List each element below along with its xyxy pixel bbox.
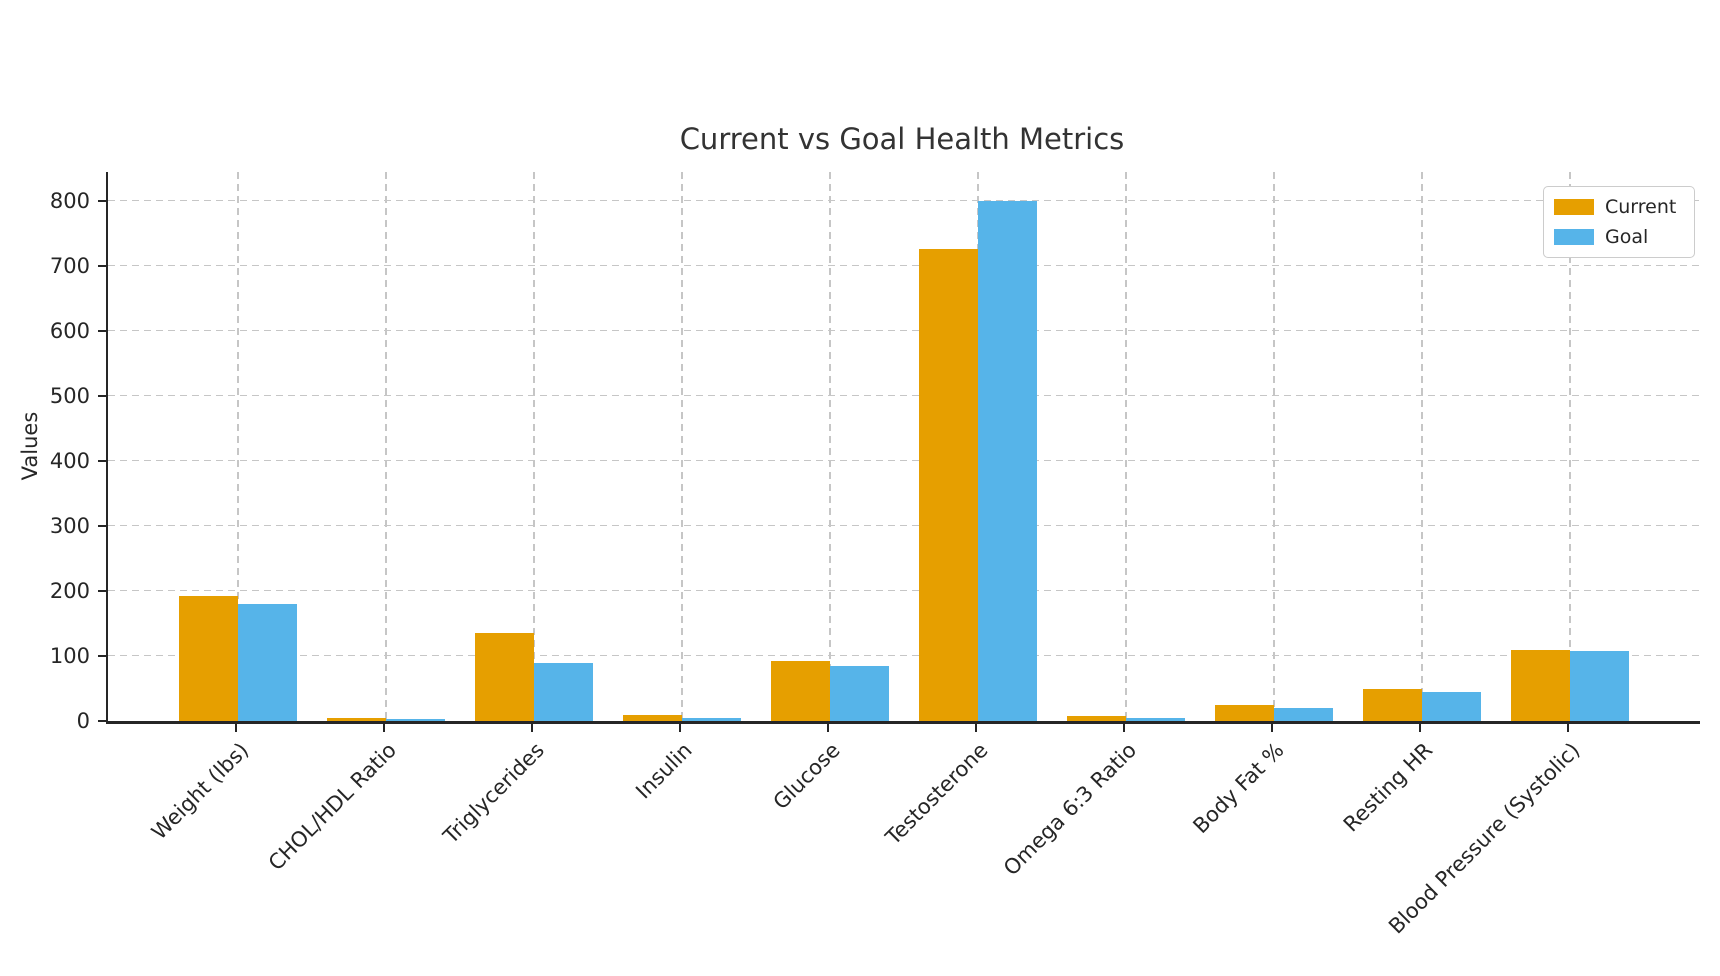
bar-current-glucose xyxy=(771,660,830,721)
bar-current-testosterone xyxy=(919,248,978,721)
x-tick-weight-lbs xyxy=(235,724,237,732)
gridline-v-glucose xyxy=(829,172,831,721)
legend: Current Goal xyxy=(1543,186,1695,258)
y-tick-label-600: 600 xyxy=(49,319,90,344)
bar-goal-chol-hdl-ratio xyxy=(386,718,445,721)
gridline-v-resting-hr xyxy=(1421,172,1423,721)
y-tick-label-700: 700 xyxy=(49,254,90,279)
x-label-text-triglycerides: Triglycerides xyxy=(438,738,549,849)
x-label-text-chol-hdl-ratio: CHOL/HDL Ratio xyxy=(263,738,401,876)
y-tick-800 xyxy=(98,200,106,203)
x-label-text-insulin: Insulin xyxy=(631,738,697,804)
legend-swatch-goal xyxy=(1554,229,1594,245)
gridline-v-omega-6-3-ratio xyxy=(1125,172,1127,721)
plot-area xyxy=(106,172,1700,724)
gridline-h-800 xyxy=(108,199,1700,202)
y-tick-label-0: 0 xyxy=(76,709,90,733)
gridline-h-100 xyxy=(108,654,1700,657)
x-label-text-weight-lbs: Weight (lbs) xyxy=(146,738,253,845)
y-tick-label-500: 500 xyxy=(49,384,90,409)
bar-current-chol-hdl-ratio xyxy=(327,717,386,721)
y-tick-300 xyxy=(98,525,106,528)
gridline-h-700 xyxy=(108,264,1700,267)
gridline-v-blood-pressure-systolic xyxy=(1569,172,1571,721)
gridline-h-400 xyxy=(108,459,1700,462)
x-label-text-testosterone: Testosterone xyxy=(881,738,993,850)
bar-current-weight-lbs xyxy=(179,596,238,721)
bar-goal-omega-6-3-ratio xyxy=(1126,718,1185,721)
chart-title: Current vs Goal Health Metrics xyxy=(679,122,1125,156)
bar-goal-weight-lbs xyxy=(238,604,297,721)
bar-goal-triglycerides xyxy=(534,662,593,721)
x-label-text-resting-hr: Resting HR xyxy=(1338,738,1437,837)
bar-current-omega-6-3-ratio xyxy=(1067,715,1126,721)
y-tick-200 xyxy=(98,590,106,593)
y-tick-label-400: 400 xyxy=(49,449,90,474)
gridline-v-body-fat xyxy=(1273,172,1275,721)
y-tick-700 xyxy=(98,265,106,268)
y-tick-label-800: 800 xyxy=(49,189,90,214)
x-tick-triglycerides xyxy=(531,724,533,732)
y-tick-0 xyxy=(98,720,106,722)
bar-goal-blood-pressure-systolic xyxy=(1570,650,1629,721)
gridline-v-insulin xyxy=(681,172,683,721)
y-axis-title: Values xyxy=(18,411,42,481)
bar-current-insulin xyxy=(623,714,682,721)
bar-current-body-fat xyxy=(1215,704,1274,721)
y-tick-600 xyxy=(98,330,106,333)
x-tick-body-fat xyxy=(1271,724,1273,732)
x-label-text-body-fat: Body Fat % xyxy=(1188,738,1289,839)
x-tick-resting-hr xyxy=(1419,724,1421,732)
gridline-v-chol-hdl-ratio xyxy=(385,172,387,721)
gridline-h-500 xyxy=(108,394,1700,397)
legend-item-goal: Goal xyxy=(1554,226,1684,248)
x-tick-omega-6-3-ratio xyxy=(1123,724,1125,732)
bar-current-triglycerides xyxy=(475,633,534,721)
bar-current-blood-pressure-systolic xyxy=(1511,649,1570,721)
y-tick-400 xyxy=(98,460,106,463)
x-label-text-omega-6-3-ratio: Omega 6:3 Ratio xyxy=(998,738,1141,881)
bar-current-resting-hr xyxy=(1363,688,1422,721)
gridline-v-weight-lbs xyxy=(237,172,239,721)
x-tick-insulin xyxy=(679,724,681,732)
x-tick-blood-pressure-systolic xyxy=(1567,724,1569,732)
legend-item-current: Current xyxy=(1554,196,1684,218)
bar-goal-testosterone xyxy=(978,201,1037,721)
y-tick-100 xyxy=(98,655,106,658)
bar-goal-glucose xyxy=(830,665,889,721)
y-tick-500 xyxy=(98,395,106,398)
bar-goal-body-fat xyxy=(1274,708,1333,721)
x-tick-chol-hdl-ratio xyxy=(383,724,385,732)
y-tick-label-100: 100 xyxy=(49,644,90,669)
legend-label-current: Current xyxy=(1605,196,1677,218)
y-tick-label-200: 200 xyxy=(49,579,90,604)
x-label-text-glucose: Glucose xyxy=(768,738,845,815)
legend-swatch-current xyxy=(1554,199,1594,215)
x-tick-testosterone xyxy=(975,724,977,732)
y-tick-label-300: 300 xyxy=(49,514,90,539)
gridline-h-600 xyxy=(108,329,1700,332)
bar-goal-resting-hr xyxy=(1422,691,1481,721)
legend-label-goal: Goal xyxy=(1605,226,1649,248)
gridline-v-triglycerides xyxy=(533,172,535,721)
x-tick-glucose xyxy=(827,724,829,732)
gridline-h-200 xyxy=(108,589,1700,592)
bar-goal-insulin xyxy=(682,718,741,721)
gridline-h-300 xyxy=(108,524,1700,527)
